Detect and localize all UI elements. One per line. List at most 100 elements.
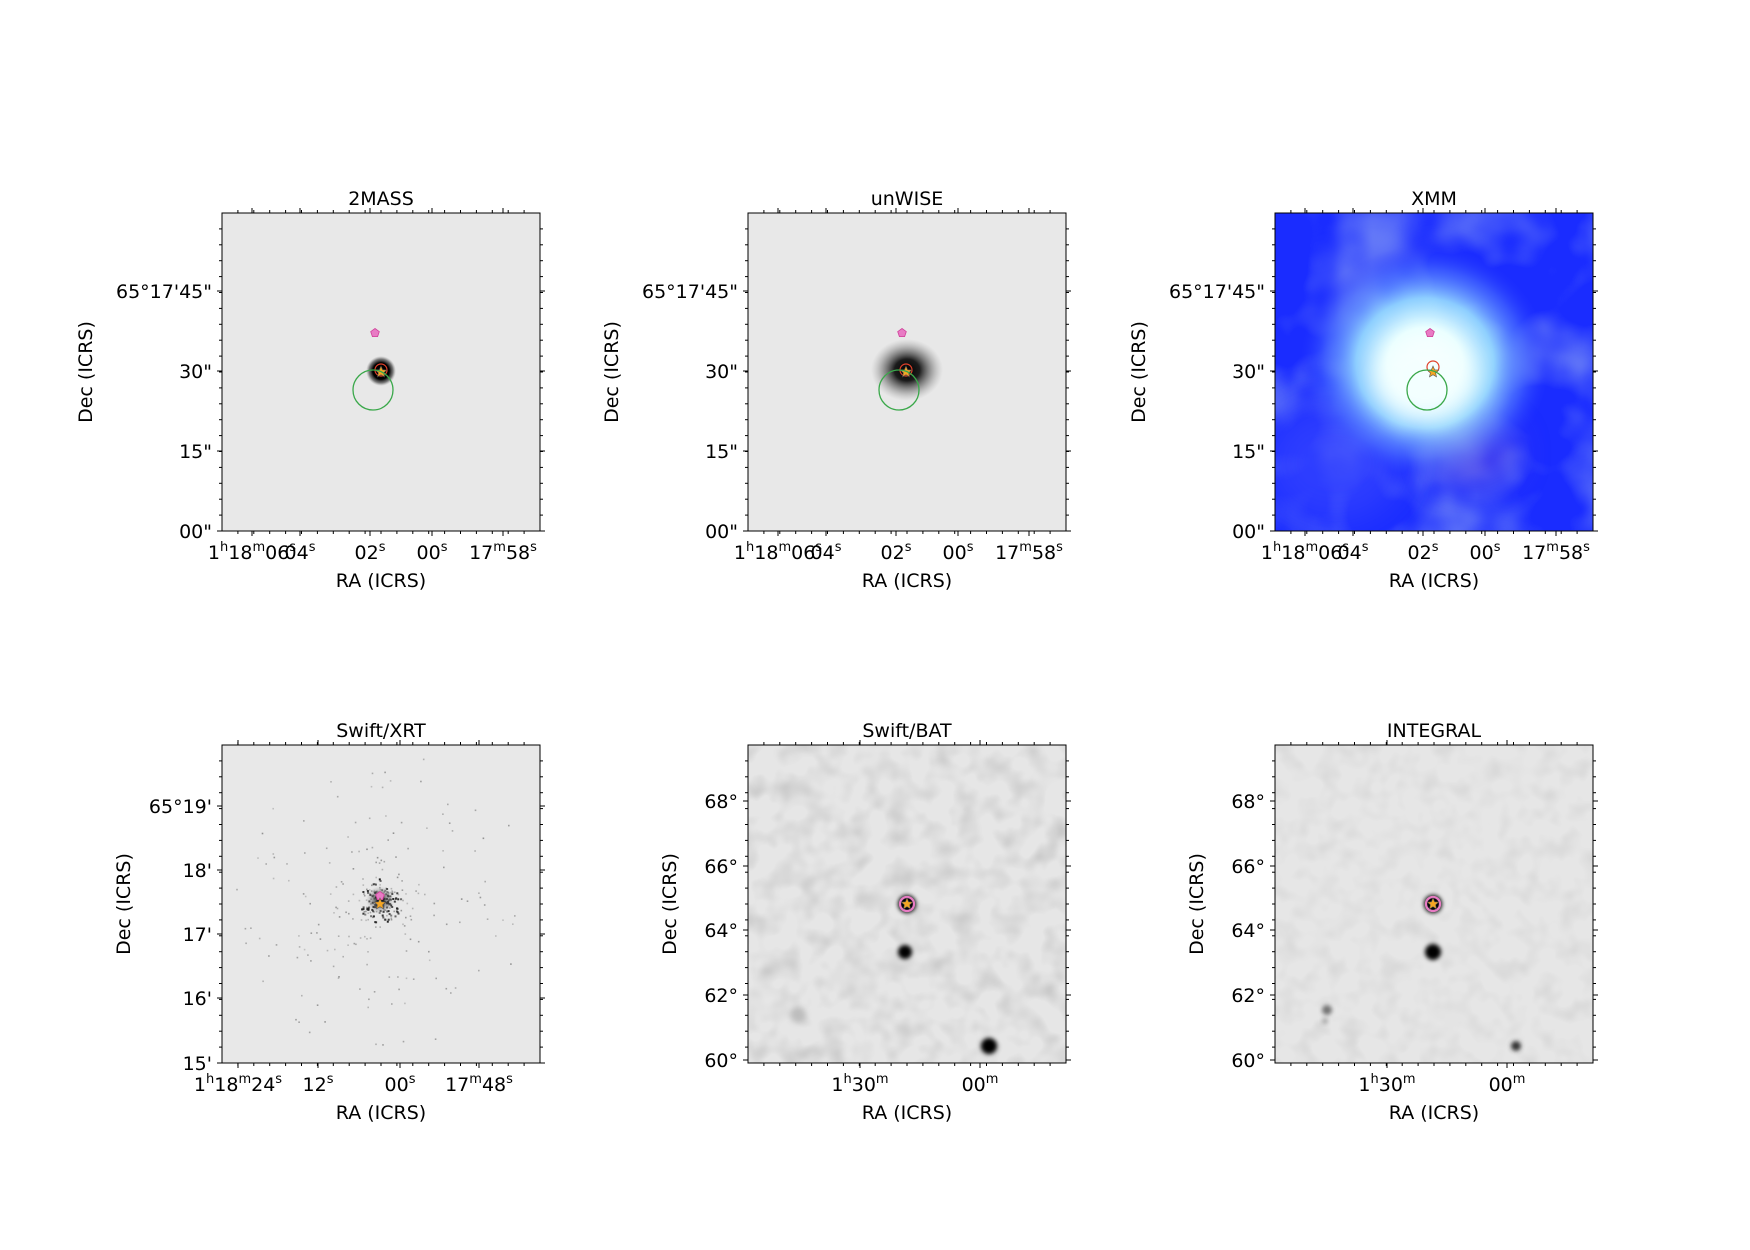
y-axis-label: Dec (ICRS)	[659, 853, 681, 955]
x-tick-label: 02s	[881, 540, 912, 564]
x-tick-label: 00m	[962, 1072, 999, 1096]
x-tick-value: 02	[1408, 542, 1432, 564]
x-tick-value: 17	[1522, 542, 1546, 564]
y-axis-label: Dec (ICRS)	[1128, 321, 1150, 423]
y-tick-label: 17'	[183, 924, 212, 946]
panel-title: Swift/XRT	[336, 720, 426, 742]
x-tick-value: 1	[831, 1074, 843, 1096]
x-tick-value: 04	[1338, 542, 1362, 564]
x-tick-value: 06	[791, 542, 815, 564]
x-tick-unit: h	[746, 540, 754, 555]
x-tick-unit: s	[327, 1072, 334, 1087]
y-tick-label: 00"	[179, 521, 212, 543]
x-tick-unit: m	[986, 1072, 999, 1087]
x-tick-label: 00s	[943, 540, 974, 564]
x-tick-unit: h	[1273, 540, 1281, 555]
x-tick-label: 04s	[1338, 540, 1369, 564]
y-tick-label: 00"	[705, 521, 738, 543]
panel-p2mass: 2MASS RA (ICRS) Dec (ICRS) 65°17'45" 30" 15" 0…	[75, 188, 545, 592]
x-tick-unit: s	[815, 540, 822, 555]
x-tick-unit: s	[530, 540, 537, 555]
x-tick-unit: s	[905, 540, 912, 555]
counterpart-pentagon-marker	[897, 328, 907, 338]
x-tick-label: 1h30m	[831, 1072, 888, 1096]
x-tick-unit: m	[876, 1072, 889, 1087]
panels-layer: 2MASS RA (ICRS) Dec (ICRS) 65°17'45" 30" 15" 0…	[75, 188, 1598, 1124]
x-tick-unit: m	[1403, 1072, 1416, 1087]
x-tick-label: 04s	[285, 540, 316, 564]
x-tick-value: 00	[1489, 1074, 1513, 1096]
x-tick-unit: m	[493, 540, 506, 555]
x-axis-label: RA (ICRS)	[862, 570, 952, 592]
y-tick-label: 00"	[1232, 521, 1265, 543]
x-tick-unit: h	[1370, 1072, 1378, 1087]
y-tick-label: 65°17'45"	[1169, 281, 1265, 303]
y-tick-label: 15"	[705, 441, 738, 463]
source-star-marker	[1426, 897, 1440, 910]
x-tick-unit: s	[1342, 540, 1349, 555]
x-tick-unit: s	[1056, 540, 1063, 555]
x-axis-label: RA (ICRS)	[862, 1102, 952, 1124]
x-tick-unit: s	[409, 1072, 416, 1087]
tick-marks	[743, 208, 1071, 536]
x-tick-unit: s	[1494, 540, 1501, 555]
x-tick-value: 30	[1379, 1074, 1403, 1096]
x-tick-label: 17m58s	[995, 540, 1063, 564]
x-tick-unit: s	[835, 540, 842, 555]
x-tick-label: 00m	[1489, 1072, 1526, 1096]
y-tick-label: 15'	[183, 1053, 212, 1075]
x-tick-value: 58	[1559, 542, 1583, 564]
counterpart-pentagon-marker	[370, 328, 380, 338]
x-tick-label: 00s	[417, 540, 448, 564]
x-tick-unit: s	[1362, 540, 1369, 555]
tick-marks	[1270, 208, 1598, 536]
y-tick-label: 30"	[1232, 361, 1265, 383]
x-tick-label: 1h18m06s	[734, 540, 822, 564]
panel-title: unWISE	[871, 188, 944, 210]
x-tick-unit: s	[506, 1072, 513, 1087]
y-axis-label: Dec (ICRS)	[601, 321, 623, 423]
x-axis-label: RA (ICRS)	[336, 1102, 426, 1124]
x-axis-label: RA (ICRS)	[336, 570, 426, 592]
x-tick-unit: s	[1583, 540, 1590, 555]
counterpart-circle-marker	[1424, 895, 1442, 913]
y-axis-label: Dec (ICRS)	[75, 321, 97, 423]
x-tick-value: 17	[995, 542, 1019, 564]
x-tick-value: 04	[285, 542, 309, 564]
y-tick-label: 60°	[704, 1050, 738, 1072]
x-tick-label: 02s	[355, 540, 386, 564]
x-tick-unit: s	[275, 1072, 282, 1087]
x-tick-label: 04s	[811, 540, 842, 564]
x-tick-value: 1	[734, 542, 746, 564]
x-tick-value: 1	[1358, 1074, 1370, 1096]
x-tick-label: 00s	[385, 1072, 416, 1096]
x-tick-value: 1	[1261, 542, 1273, 564]
x-tick-value: 18	[228, 542, 252, 564]
x-tick-value: 18	[754, 542, 778, 564]
x-tick-value: 48	[482, 1074, 506, 1096]
y-tick-label: 65°17'45"	[116, 281, 212, 303]
x-tick-label: 17m58s	[1522, 540, 1590, 564]
x-tick-unit: m	[1305, 540, 1318, 555]
x-tick-value: 30	[852, 1074, 876, 1096]
x-tick-value: 02	[881, 542, 905, 564]
source-star-marker	[900, 897, 914, 910]
x-tick-unit: m	[778, 540, 791, 555]
x-tick-unit: s	[309, 540, 316, 555]
tick-marks	[743, 740, 1071, 1068]
y-tick-label: 68°	[704, 791, 738, 813]
x-tick-unit: m	[1513, 1072, 1526, 1087]
panel-punwise: unWISE RA (ICRS) Dec (ICRS) 65°17'45" 30" 15"…	[601, 188, 1071, 592]
y-tick-label: 30"	[705, 361, 738, 383]
x-axis-label: RA (ICRS)	[1389, 570, 1479, 592]
x-tick-unit: s	[967, 540, 974, 555]
x-tick-unit: s	[441, 540, 448, 555]
x-axis-label: RA (ICRS)	[1389, 1102, 1479, 1124]
x-tick-unit: s	[1432, 540, 1439, 555]
x-tick-value: 24	[251, 1074, 275, 1096]
x-tick-value: 17	[445, 1074, 469, 1096]
panel-title: Swift/BAT	[862, 720, 952, 742]
tick-marks	[217, 740, 545, 1068]
x-tick-label: 17m58s	[469, 540, 537, 564]
